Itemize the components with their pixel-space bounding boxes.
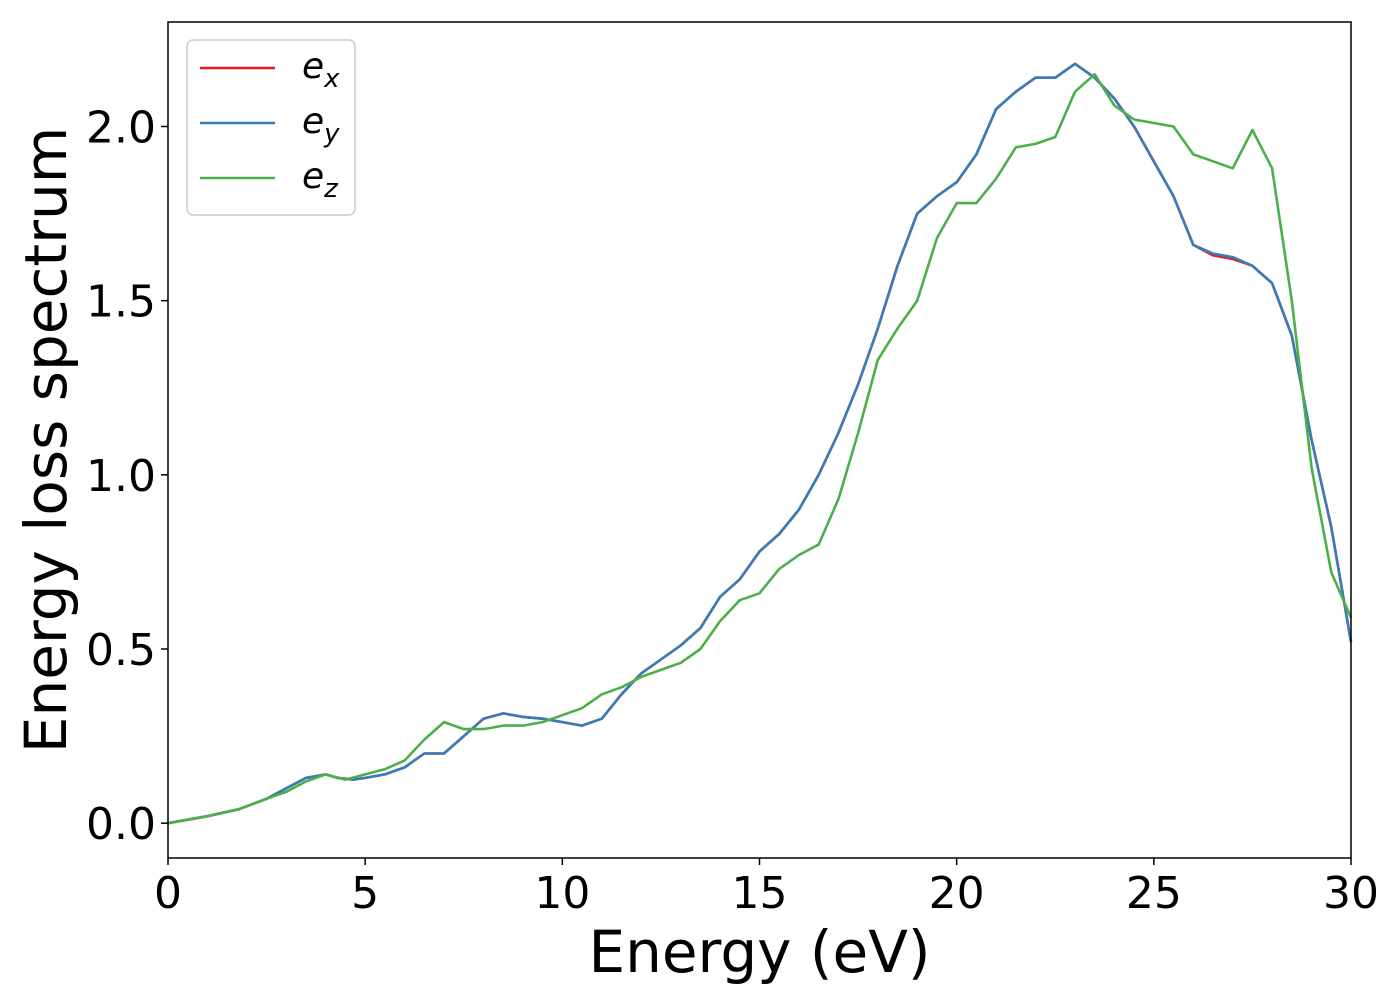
y-tick-label: 2.0 (86, 103, 156, 154)
x-tick-label: 5 (351, 868, 379, 919)
y-axis-ticks: 0.0 0.5 1.0 1.5 2.0 (86, 103, 168, 850)
legend: ex ey ez (186, 39, 356, 216)
x-tick-label: 15 (732, 868, 788, 919)
series-line-y (167, 62, 1353, 825)
y-tick-label: 1.5 (86, 277, 156, 328)
x-tick-label: 0 (154, 868, 182, 919)
x-tick-label: 25 (1126, 868, 1182, 919)
x-axis-label: Energy (eV) (588, 918, 930, 986)
legend-label-z: ez (302, 156, 339, 204)
legend-label-x: ex (302, 46, 340, 94)
x-tick-label: 10 (534, 868, 590, 919)
y-axis-label: Energy loss spectrum (12, 127, 80, 753)
legend-box (186, 39, 356, 216)
x-tick-label: 20 (929, 868, 985, 919)
x-tick-label: 30 (1323, 868, 1379, 919)
y-tick-label: 0.0 (86, 799, 156, 850)
y-tick-label: 0.5 (86, 625, 156, 676)
series-line-z (167, 73, 1353, 825)
y-tick-label: 1.0 (86, 451, 156, 502)
x-axis-ticks: 0 5 10 15 20 25 30 (154, 858, 1379, 919)
legend-label-y: ey (302, 101, 340, 149)
plot-lines (167, 62, 1353, 825)
